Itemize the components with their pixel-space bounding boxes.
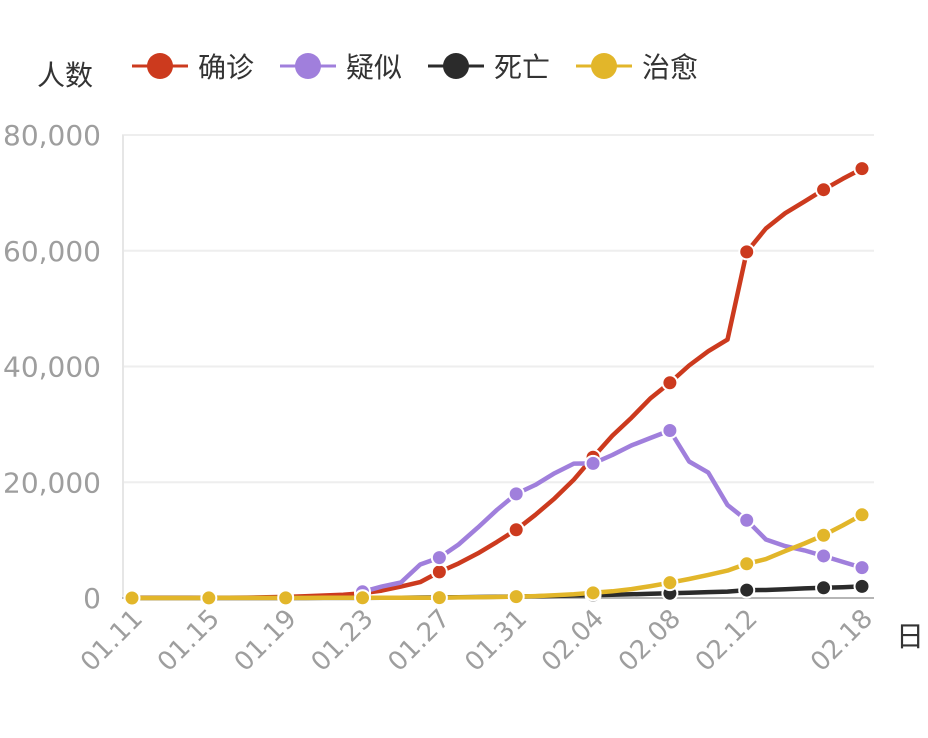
legend-marker-cured bbox=[576, 53, 633, 79]
data-point-1 bbox=[430, 549, 448, 567]
x-tick-label: 01.27 bbox=[382, 604, 456, 678]
data-point-3 bbox=[277, 589, 295, 607]
x-tick-label: 01.23 bbox=[306, 604, 380, 678]
legend-marker-deaths bbox=[428, 53, 485, 79]
legend-marker-suspected bbox=[280, 53, 337, 79]
data-point-3 bbox=[853, 506, 871, 524]
data-point-0 bbox=[507, 521, 525, 539]
x-tick-label: 01.15 bbox=[152, 604, 226, 678]
data-point-1 bbox=[738, 511, 756, 529]
y-tick-label: 80,000 bbox=[3, 119, 101, 152]
y-tick-label: 60,000 bbox=[3, 235, 101, 268]
x-tick-label: 02.04 bbox=[536, 604, 610, 678]
legend-label-suspected: 疑似 bbox=[346, 51, 403, 84]
legend-marker-confirmed bbox=[132, 53, 188, 79]
legend-item-deaths[interactable]: 死亡 bbox=[428, 46, 550, 86]
data-point-0 bbox=[661, 374, 679, 392]
x-tick-label: 02.12 bbox=[690, 604, 764, 678]
data-point-1 bbox=[584, 454, 602, 472]
data-point-1 bbox=[507, 485, 525, 503]
x-tick-label: 01.19 bbox=[229, 604, 303, 678]
x-tick-label: 02.18 bbox=[805, 604, 879, 678]
data-point-1 bbox=[815, 547, 833, 565]
legend-label-cured: 治愈 bbox=[642, 51, 699, 84]
data-point-3 bbox=[354, 589, 372, 607]
x-tick-label: 01.31 bbox=[459, 604, 533, 678]
data-point-1 bbox=[661, 421, 679, 439]
legend-item-suspected[interactable]: 疑似 bbox=[280, 46, 402, 86]
x-axis-label: 日 bbox=[896, 620, 925, 653]
y-tick-label: 40,000 bbox=[3, 351, 101, 384]
y-axis-label: 人数 bbox=[37, 59, 94, 92]
data-point-3 bbox=[123, 589, 141, 607]
data-point-3 bbox=[430, 589, 448, 607]
legend-item-confirmed[interactable]: 确诊 bbox=[132, 46, 254, 86]
data-point-0 bbox=[430, 563, 448, 581]
data-point-3 bbox=[584, 584, 602, 602]
data-point-2 bbox=[738, 581, 756, 599]
data-point-3 bbox=[200, 589, 218, 607]
data-point-3 bbox=[738, 555, 756, 573]
data-point-0 bbox=[853, 160, 871, 178]
data-point-2 bbox=[853, 577, 871, 595]
data-point-3 bbox=[815, 526, 833, 544]
data-point-3 bbox=[661, 574, 679, 592]
y-tick-label: 0 bbox=[83, 582, 101, 615]
x-tick-label: 02.08 bbox=[613, 604, 687, 678]
data-point-0 bbox=[738, 243, 756, 261]
legend-item-cured[interactable]: 治愈 bbox=[576, 46, 698, 86]
data-point-1 bbox=[853, 559, 871, 577]
legend: 确诊 疑似 死亡 治愈 bbox=[132, 46, 724, 86]
data-point-3 bbox=[507, 588, 525, 606]
y-tick-label: 20,000 bbox=[3, 466, 101, 499]
legend-label-deaths: 死亡 bbox=[494, 51, 551, 84]
data-point-2 bbox=[815, 579, 833, 597]
data-point-0 bbox=[815, 181, 833, 199]
legend-label-confirmed: 确诊 bbox=[198, 51, 255, 84]
series-line-0 bbox=[129, 166, 865, 601]
